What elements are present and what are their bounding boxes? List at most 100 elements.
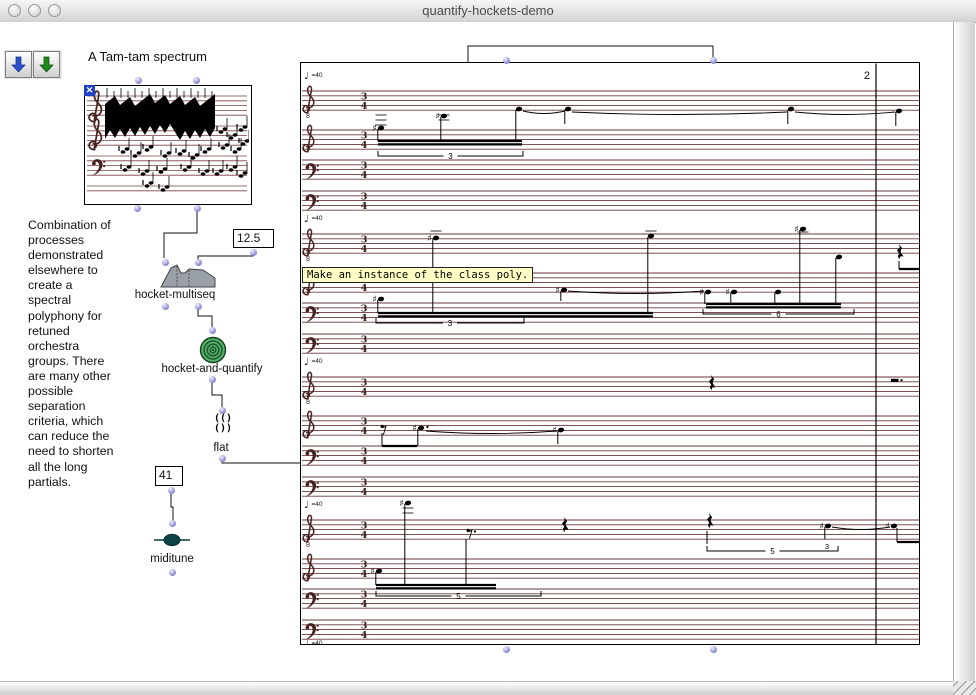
svg-text:=40: =40 — [312, 501, 323, 508]
svg-text:3: 3 — [825, 542, 829, 551]
number-box-12-5[interactable]: 12.5 — [233, 229, 274, 248]
outlet-dot[interactable] — [709, 645, 717, 653]
spectral-mass — [105, 94, 215, 140]
spectrum-chordseq-box[interactable]: ✕ — [84, 85, 252, 205]
bass-clef-icon — [305, 306, 319, 324]
outlet-dot[interactable] — [193, 204, 201, 212]
outlet-dot[interactable] — [161, 302, 169, 310]
close-button[interactable] — [8, 4, 21, 17]
hocket-and-quantify-icon[interactable] — [199, 336, 227, 364]
tie — [567, 290, 705, 294]
svg-text:♯: ♯ — [726, 288, 730, 298]
patch-canvas[interactable]: A Tam-tam spectrum ✕ Combination of proc… — [0, 22, 953, 681]
note-cluster — [198, 160, 210, 176]
patch-wire — [163, 209, 198, 258]
toolbar — [4, 50, 62, 79]
patch-wire — [221, 461, 300, 464]
quarter-rest — [709, 375, 716, 391]
note-cluster — [226, 156, 238, 172]
svg-text:♯: ♯ — [413, 424, 417, 434]
note-head — [730, 289, 738, 295]
note-head — [824, 523, 832, 529]
svg-text:♩: ♩ — [304, 357, 309, 368]
note-cluster — [180, 156, 192, 172]
svg-text:4: 4 — [361, 426, 368, 437]
note-cluster — [188, 144, 200, 160]
svg-text:4: 4 — [361, 530, 368, 541]
half-rest — [891, 378, 899, 382]
number-box-41[interactable]: 41 — [155, 466, 183, 486]
green-down-arrow-button[interactable] — [33, 51, 60, 78]
hocket-and-quantify-label[interactable]: hocket-and-quantify — [161, 363, 263, 375]
treble-clef-icon — [302, 410, 315, 439]
inlet-dot[interactable] — [502, 56, 510, 64]
bass-clef-icon — [305, 194, 319, 212]
inlet-dot[interactable] — [709, 56, 717, 64]
note-head — [647, 233, 655, 239]
svg-text:8: 8 — [306, 113, 310, 120]
patch-wire — [197, 251, 254, 259]
outlet-dot[interactable] — [168, 568, 176, 576]
svg-text:4: 4 — [361, 201, 368, 212]
hocket-multiseq-icon[interactable] — [160, 264, 216, 289]
hocket-multiseq-label[interactable]: hocket-multiseq — [134, 289, 216, 301]
outlet-dot[interactable] — [167, 486, 175, 494]
svg-text:4: 4 — [361, 599, 368, 610]
vertical-scrollbar[interactable] — [953, 22, 975, 681]
note-head — [774, 289, 782, 295]
note-cluster — [130, 142, 142, 158]
comment-heading[interactable]: A Tam-tam spectrum — [88, 49, 207, 64]
x-badge-icon[interactable]: ✕ — [84, 85, 95, 96]
note-head — [515, 106, 523, 112]
note-head — [557, 427, 565, 433]
svg-text:3: 3 — [361, 447, 368, 458]
svg-text:3: 3 — [361, 621, 368, 632]
note-head — [895, 108, 903, 114]
svg-text:♯: ♯ — [373, 295, 377, 305]
svg-text:4: 4 — [361, 140, 368, 151]
svg-text:♯: ♯ — [700, 288, 704, 298]
bass-clef-icon — [305, 480, 319, 498]
inlet-dot[interactable] — [134, 76, 142, 84]
inlet-dot[interactable] — [218, 406, 226, 414]
bass-clef-icon — [305, 337, 319, 355]
flat-icon[interactable]: (() ()) — [205, 414, 241, 434]
note-head — [835, 254, 843, 260]
quarter-rest — [897, 244, 904, 260]
outlet-dot[interactable] — [502, 645, 510, 653]
outlet-dot[interactable] — [208, 375, 216, 383]
zoom-button[interactable] — [48, 4, 61, 17]
inlet-dot[interactable] — [208, 326, 216, 334]
svg-text:3: 3 — [361, 131, 368, 142]
window-title: quantify-hockets-demo — [422, 3, 554, 18]
inlet-dot[interactable] — [194, 258, 202, 266]
note-cluster — [158, 176, 170, 192]
miditune-icon[interactable] — [154, 531, 190, 549]
outlet-dot[interactable] — [194, 302, 202, 310]
svg-text:4: 4 — [361, 313, 368, 324]
resize-grip[interactable] — [953, 681, 976, 695]
comment-description[interactable]: Combination of processes demonstrated el… — [28, 218, 114, 489]
inlet-dot[interactable] — [161, 258, 169, 266]
flat-label[interactable]: flat — [213, 442, 229, 454]
blue-down-arrow-button[interactable] — [5, 51, 32, 78]
svg-text:♩: ♩ — [304, 71, 309, 82]
note-cluster — [138, 160, 150, 176]
inlet-dot[interactable] — [168, 519, 176, 527]
inlet-dot[interactable] — [192, 76, 200, 84]
outlet-dot[interactable] — [249, 248, 257, 256]
svg-text:8: 8 — [306, 542, 310, 549]
svg-text:3: 3 — [448, 152, 453, 161]
horizontal-scrollbar[interactable] — [0, 681, 953, 695]
svg-text:=40: =40 — [312, 358, 323, 365]
poly-editor-panel[interactable]: ♩=40834343434♯♯3♩=40834343434♯♯3♯♯♯♯6♩=4… — [300, 62, 920, 650]
miditune-label[interactable]: miditune — [150, 553, 194, 565]
outlet-dot[interactable] — [218, 454, 226, 462]
title-bar[interactable]: quantify-hockets-demo — [0, 0, 976, 23]
svg-text:4: 4 — [361, 101, 368, 112]
outlet-dot[interactable] — [133, 204, 141, 212]
note-head — [704, 289, 712, 295]
minimize-button[interactable] — [28, 4, 41, 17]
note-cluster — [238, 130, 250, 146]
flat-icon-top: (() — [213, 413, 233, 424]
